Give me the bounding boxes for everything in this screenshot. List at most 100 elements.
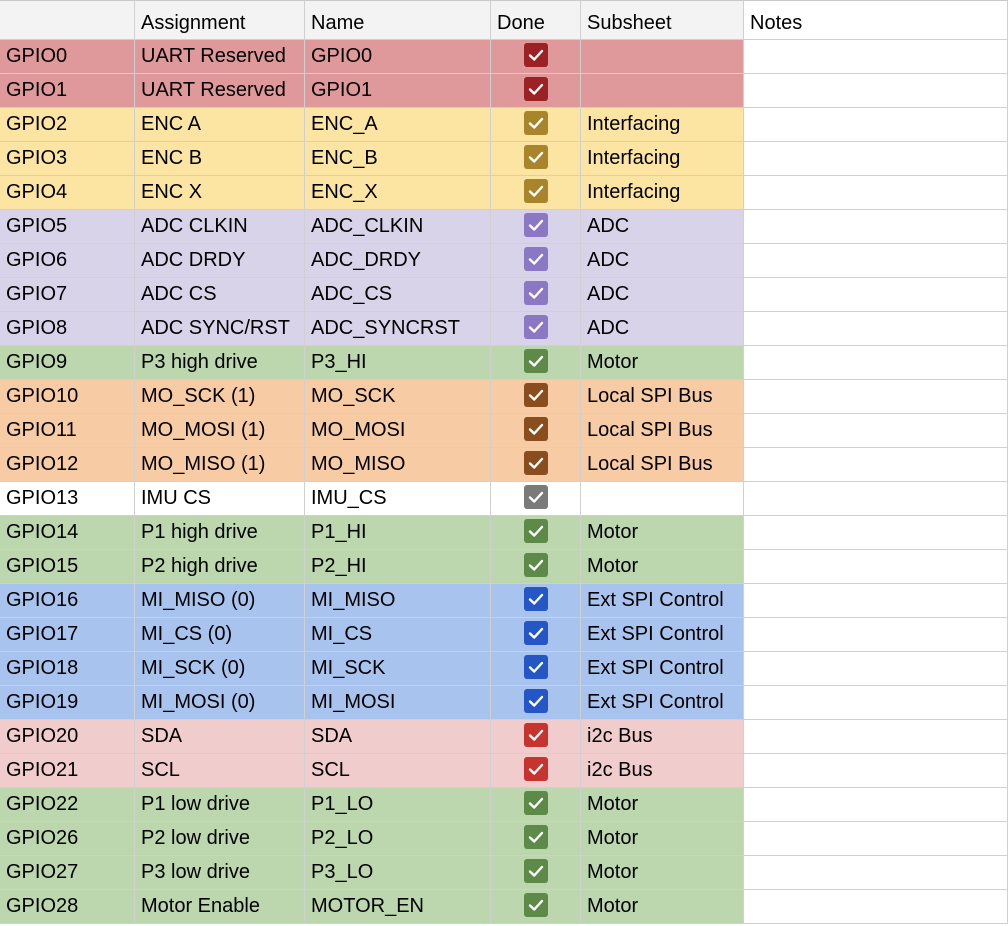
cell-assignment[interactable]: ADC CLKIN xyxy=(135,210,305,244)
cell-gpio[interactable]: GPIO5 xyxy=(0,210,135,244)
cell-assignment[interactable]: MO_SCK (1) xyxy=(135,380,305,414)
header-cell-assignment[interactable]: Assignment xyxy=(135,0,305,40)
cell-assignment[interactable]: MI_CS (0) xyxy=(135,618,305,652)
cell-gpio[interactable]: GPIO15 xyxy=(0,550,135,584)
cell-done[interactable] xyxy=(491,890,581,924)
cell-subsheet[interactable]: Local SPI Bus xyxy=(581,414,744,448)
cell-subsheet[interactable] xyxy=(581,40,744,74)
cell-notes[interactable] xyxy=(744,686,1008,720)
cell-subsheet[interactable]: Interfacing xyxy=(581,108,744,142)
cell-notes[interactable] xyxy=(744,550,1008,584)
cell-done[interactable] xyxy=(491,856,581,890)
cell-subsheet[interactable]: Motor xyxy=(581,890,744,924)
cell-notes[interactable] xyxy=(744,380,1008,414)
cell-done[interactable] xyxy=(491,210,581,244)
done-checkbox[interactable] xyxy=(523,314,548,339)
cell-name[interactable]: ADC_DRDY xyxy=(305,244,491,278)
cell-name[interactable]: MOTOR_EN xyxy=(305,890,491,924)
cell-assignment[interactable]: ADC DRDY xyxy=(135,244,305,278)
cell-name[interactable]: IMU_CS xyxy=(305,482,491,516)
cell-name[interactable]: P1_LO xyxy=(305,788,491,822)
cell-subsheet[interactable]: Local SPI Bus xyxy=(581,380,744,414)
done-checkbox[interactable] xyxy=(523,756,548,781)
cell-gpio[interactable]: GPIO4 xyxy=(0,176,135,210)
cell-done[interactable] xyxy=(491,516,581,550)
cell-gpio[interactable]: GPIO10 xyxy=(0,380,135,414)
cell-subsheet[interactable]: Ext SPI Control xyxy=(581,652,744,686)
cell-assignment[interactable]: UART Reserved xyxy=(135,74,305,108)
cell-notes[interactable] xyxy=(744,448,1008,482)
done-checkbox[interactable] xyxy=(523,110,548,135)
cell-gpio[interactable]: GPIO12 xyxy=(0,448,135,482)
cell-name[interactable]: GPIO0 xyxy=(305,40,491,74)
cell-notes[interactable] xyxy=(744,278,1008,312)
cell-notes[interactable] xyxy=(744,754,1008,788)
cell-name[interactable]: P3_HI xyxy=(305,346,491,380)
cell-notes[interactable] xyxy=(744,720,1008,754)
cell-done[interactable] xyxy=(491,550,581,584)
done-checkbox[interactable] xyxy=(523,382,548,407)
cell-notes[interactable] xyxy=(744,108,1008,142)
cell-done[interactable] xyxy=(491,652,581,686)
cell-name[interactable]: MO_MISO xyxy=(305,448,491,482)
done-checkbox[interactable] xyxy=(523,824,548,849)
cell-name[interactable]: ADC_SYNCRST xyxy=(305,312,491,346)
cell-name[interactable]: MI_SCK xyxy=(305,652,491,686)
done-checkbox[interactable] xyxy=(523,212,548,237)
cell-assignment[interactable]: ADC SYNC/RST xyxy=(135,312,305,346)
cell-done[interactable] xyxy=(491,754,581,788)
cell-name[interactable]: SDA xyxy=(305,720,491,754)
cell-notes[interactable] xyxy=(744,822,1008,856)
cell-name[interactable]: MI_MISO xyxy=(305,584,491,618)
done-checkbox[interactable] xyxy=(523,178,548,203)
cell-done[interactable] xyxy=(491,108,581,142)
cell-done[interactable] xyxy=(491,482,581,516)
cell-subsheet[interactable]: Ext SPI Control xyxy=(581,584,744,618)
cell-assignment[interactable]: MO_MISO (1) xyxy=(135,448,305,482)
cell-gpio[interactable]: GPIO2 xyxy=(0,108,135,142)
cell-subsheet[interactable]: Ext SPI Control xyxy=(581,686,744,720)
cell-gpio[interactable]: GPIO28 xyxy=(0,890,135,924)
cell-done[interactable] xyxy=(491,448,581,482)
cell-notes[interactable] xyxy=(744,244,1008,278)
cell-gpio[interactable]: GPIO18 xyxy=(0,652,135,686)
cell-done[interactable] xyxy=(491,40,581,74)
cell-subsheet[interactable]: Interfacing xyxy=(581,176,744,210)
cell-subsheet[interactable] xyxy=(581,482,744,516)
cell-notes[interactable] xyxy=(744,788,1008,822)
cell-gpio[interactable]: GPIO9 xyxy=(0,346,135,380)
cell-done[interactable] xyxy=(491,142,581,176)
cell-assignment[interactable]: IMU CS xyxy=(135,482,305,516)
cell-subsheet[interactable]: Motor xyxy=(581,516,744,550)
cell-gpio[interactable]: GPIO0 xyxy=(0,40,135,74)
done-checkbox[interactable] xyxy=(523,620,548,645)
cell-subsheet[interactable]: Motor xyxy=(581,788,744,822)
cell-notes[interactable] xyxy=(744,482,1008,516)
cell-assignment[interactable]: MI_MISO (0) xyxy=(135,584,305,618)
cell-notes[interactable] xyxy=(744,414,1008,448)
header-cell-subsheet[interactable]: Subsheet xyxy=(581,0,744,40)
cell-name[interactable]: SCL xyxy=(305,754,491,788)
cell-gpio[interactable]: GPIO7 xyxy=(0,278,135,312)
done-checkbox[interactable] xyxy=(523,416,548,441)
cell-gpio[interactable]: GPIO13 xyxy=(0,482,135,516)
cell-done[interactable] xyxy=(491,312,581,346)
cell-gpio[interactable]: GPIO22 xyxy=(0,788,135,822)
cell-subsheet[interactable]: ADC xyxy=(581,312,744,346)
cell-name[interactable]: MI_CS xyxy=(305,618,491,652)
cell-assignment[interactable]: SCL xyxy=(135,754,305,788)
cell-gpio[interactable]: GPIO26 xyxy=(0,822,135,856)
cell-gpio[interactable]: GPIO8 xyxy=(0,312,135,346)
done-checkbox[interactable] xyxy=(523,858,548,883)
done-checkbox[interactable] xyxy=(523,450,548,475)
cell-assignment[interactable]: ADC CS xyxy=(135,278,305,312)
cell-done[interactable] xyxy=(491,346,581,380)
cell-subsheet[interactable]: Motor xyxy=(581,856,744,890)
header-cell-name[interactable]: Name xyxy=(305,0,491,40)
cell-done[interactable] xyxy=(491,686,581,720)
cell-notes[interactable] xyxy=(744,176,1008,210)
cell-gpio[interactable]: GPIO14 xyxy=(0,516,135,550)
cell-assignment[interactable]: P1 low drive xyxy=(135,788,305,822)
header-cell-notes[interactable]: Notes xyxy=(744,0,1008,40)
cell-name[interactable]: MO_SCK xyxy=(305,380,491,414)
